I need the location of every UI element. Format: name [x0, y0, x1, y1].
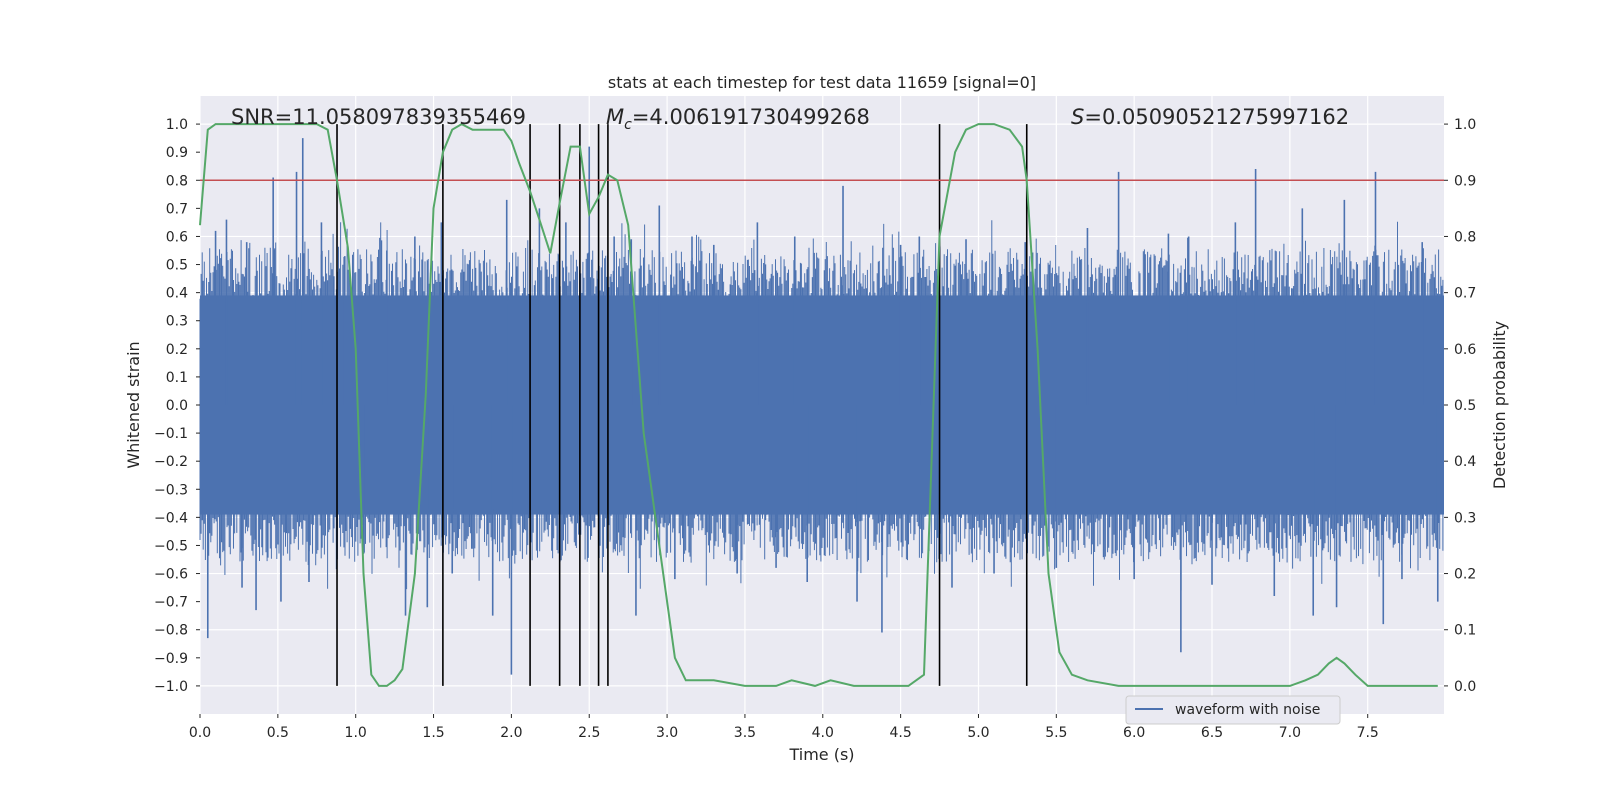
x-tick-label: 3.0	[656, 725, 678, 741]
y-right-tick-label: 0.4	[1454, 454, 1476, 470]
s-value: =0.05090521275997162	[1084, 105, 1349, 129]
y-right-tick-label: 0.2	[1454, 567, 1476, 583]
y-right-tick-label: 1.0	[1454, 117, 1476, 133]
y-tick-label: 1.0	[166, 117, 188, 133]
y-right-tick-label: 0.6	[1454, 342, 1476, 358]
x-tick-label: 2.5	[578, 725, 600, 741]
x-tick-label: 0.5	[267, 725, 289, 741]
y-ticks-right: 1.0 0.9 0.8 0.7 0.6 0.5 0.4 0.3 0.2 0.1 0.0	[1444, 117, 1476, 695]
y-axis-label: Whitened strain	[124, 341, 143, 468]
chirp-mass-value: =4.006191730499268	[632, 105, 870, 129]
y-right-tick-label: 0.3	[1454, 510, 1476, 526]
vertical-lines	[336, 124, 1028, 686]
y-tick-label: −0.7	[154, 595, 188, 611]
x-tick-label: 1.0	[345, 725, 367, 741]
y-tick-label: −0.9	[154, 651, 188, 667]
x-tick-label: 4.0	[812, 725, 834, 741]
x-tick-label: 5.5	[1045, 725, 1067, 741]
y-tick-label: −0.3	[154, 482, 188, 498]
chirp-mass-symbol: M	[606, 105, 624, 129]
y-right-tick-label: 0.5	[1454, 398, 1476, 414]
x-tick-label: 1.5	[422, 725, 444, 741]
x-tick-label: 4.5	[889, 725, 911, 741]
x-tick-label: 0.0	[189, 725, 211, 741]
legend: waveform with noise	[1125, 695, 1341, 725]
y-tick-label: 0.2	[166, 342, 188, 358]
x-tick-label: 7.0	[1279, 725, 1301, 741]
snr-annotation: SNR=11.058097839355469	[231, 105, 526, 129]
y-tick-label: −0.2	[154, 454, 188, 470]
x-tick-label: 6.5	[1201, 725, 1223, 741]
y-tick-label: 0.5	[166, 258, 188, 274]
y-axis-label-right: Detection probability	[1490, 321, 1509, 489]
legend-box	[1125, 695, 1341, 725]
y-tick-label: 0.3	[166, 314, 188, 330]
y-ticks-left: 1.0 0.9 0.8 0.7 0.6 0.5 0.4 0.3 0.2 0.1 0.0 −0.1 −0.…	[154, 117, 200, 695]
x-tick-label: 5.0	[967, 725, 989, 741]
waveform-series	[199, 138, 1444, 675]
y-tick-label: 0.7	[166, 201, 188, 217]
y-right-tick-label: 0.8	[1454, 229, 1476, 245]
chirp-mass-annotation: Mc=4.006191730499268	[606, 105, 870, 133]
x-ticks: 0.0 0.5 1.0 1.5 2.0 2.5 3.0 3.5 4.0 4.5 5.0 5.5 6.0 6…	[189, 714, 1379, 741]
y-right-tick-label: 0.7	[1454, 286, 1476, 302]
y-right-tick-label: 0.0	[1454, 679, 1476, 695]
x-tick-label: 6.0	[1123, 725, 1145, 741]
y-right-tick-label: 0.9	[1454, 173, 1476, 189]
y-tick-label: −0.5	[154, 538, 188, 554]
y-tick-label: 0.0	[166, 398, 188, 414]
s-symbol: S	[1071, 105, 1084, 129]
s-annotation: S=0.05090521275997162	[1071, 105, 1349, 129]
x-tick-label: 7.5	[1357, 725, 1379, 741]
detection-probability-line	[199, 122, 1438, 687]
x-axis-label: Time (s)	[788, 745, 854, 764]
y-tick-label: 0.1	[166, 370, 188, 386]
y-tick-label: −0.8	[154, 623, 188, 639]
y-tick-label: −0.6	[154, 567, 188, 583]
y-tick-label: 0.6	[166, 229, 188, 245]
y-right-tick-label: 0.1	[1454, 623, 1476, 639]
x-tick-label: 2.0	[500, 725, 522, 741]
x-tick-label: 3.5	[734, 725, 756, 741]
chart-title: stats at each timestep for test data 116…	[608, 73, 1036, 92]
y-tick-label: 0.8	[166, 173, 188, 189]
y-tick-label: −1.0	[154, 679, 188, 695]
y-tick-label: −0.1	[154, 426, 188, 442]
chirp-mass-subscript: c	[624, 117, 632, 133]
y-tick-label: 0.4	[166, 286, 188, 302]
legend-label: waveform with noise	[1175, 702, 1320, 718]
y-tick-label: −0.4	[154, 510, 188, 526]
y-tick-label: 0.9	[166, 145, 188, 161]
